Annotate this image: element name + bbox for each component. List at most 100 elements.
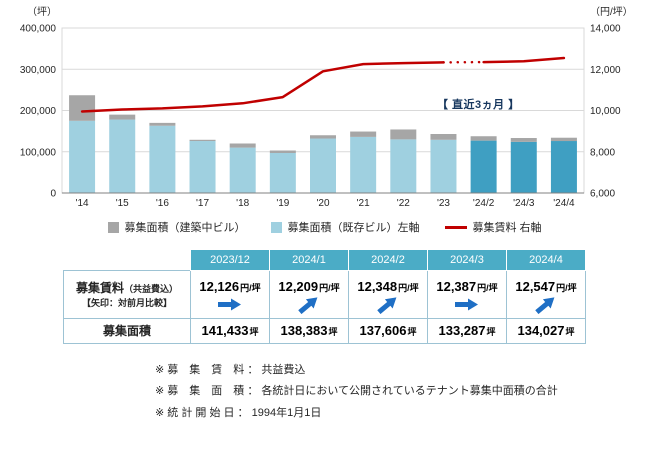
x-axis-label: '17	[196, 198, 209, 209]
left-axis-tick: 0	[50, 189, 56, 200]
footnotes: ※ 募 集 賃 料 ： 共益費込 ※ 募 集 面 積 ： 各統計日において公開さ…	[155, 360, 650, 424]
area-value: 137,606	[359, 323, 407, 338]
bar-construction	[390, 129, 417, 140]
rent-unit: 円/坪	[319, 282, 340, 293]
column-header: 2024/1	[269, 249, 349, 271]
rent-value-cell: 12,547円/坪	[506, 270, 586, 319]
rent-value: 12,209	[278, 278, 319, 294]
right-axis-tick: 10,000	[590, 106, 621, 117]
rent-value: 12,126	[199, 278, 240, 294]
x-axis-label: '20	[316, 198, 329, 209]
rent-label-note: 【矢印：対前月比較】	[81, 297, 172, 308]
legend-item-rent: 募集賃料 右軸	[445, 219, 542, 235]
area-unit: 坪	[486, 327, 496, 337]
bar-existing	[69, 120, 96, 193]
bar-construction	[470, 136, 497, 141]
right-axis-tick: 14,000	[590, 24, 621, 35]
monthly-stats-table: 2023/12 2024/1 2024/2 2024/3 2024/4 募集賃料…	[63, 249, 586, 344]
rent-value-cell: 12,387円/坪	[427, 270, 507, 319]
rent-value: 12,547	[515, 278, 556, 294]
area-unit: 坪	[249, 327, 259, 337]
rent-label-main: 募集賃料	[75, 281, 124, 296]
trend-arrow-icon	[428, 298, 506, 313]
left-axis-unit: （坪）	[27, 5, 57, 18]
footnote: ※ 募 集 面 積 ： 各統計日において公開されているテナント募集中面積の合計	[155, 385, 558, 398]
bar-existing	[229, 147, 256, 193]
left-axis-tick: 400,000	[20, 24, 57, 35]
chart-canvas: 0 6,000 100,000 8,000 200,000 10,000 300,000 12…	[20, 5, 633, 209]
legend-item-existing: 募集面積（既存ビル）左軸	[271, 219, 419, 235]
trend-arrow-icon	[191, 298, 269, 313]
trend-arrow-icon	[507, 296, 585, 314]
red-line-icon	[445, 225, 468, 229]
bar-construction	[269, 150, 296, 153]
x-axis-label: '19	[276, 198, 289, 209]
right-axis-tick: 12,000	[590, 65, 621, 76]
rent-unit: 円/坪	[556, 282, 577, 293]
bar-construction	[69, 95, 96, 121]
bar-construction	[229, 143, 256, 148]
bar-existing	[189, 141, 216, 193]
chart-legend: 募集面積（建築中ビル） 募集面積（既存ビル）左軸 募集賃料 右軸	[0, 217, 650, 237]
legend-item-construction: 募集面積（建築中ビル）	[108, 219, 245, 235]
x-axis-label: '16	[156, 198, 169, 209]
rent-row: 募集賃料（共益費込） 【矢印：対前月比較】 12,126円/坪 12,209円/…	[63, 270, 586, 319]
rent-unit: 円/坪	[398, 282, 419, 293]
column-header: 2024/2	[348, 249, 428, 271]
column-header: 2023/12	[190, 249, 270, 271]
gray-square-icon	[108, 221, 120, 233]
bar-construction	[350, 131, 377, 137]
recent-3months-annotation: 【 直近3ヵ月 】	[437, 99, 520, 111]
bar-existing	[430, 139, 457, 193]
table-corner-cell	[64, 250, 191, 271]
blue-square-icon	[271, 221, 283, 233]
bar-existing	[310, 138, 336, 193]
area-value: 133,287	[438, 323, 486, 338]
rent-value: 12,348	[357, 278, 398, 294]
area-value-cell: 141,433坪	[190, 318, 270, 344]
bar-construction	[109, 114, 136, 120]
x-axis-label: '14	[76, 198, 89, 209]
left-axis-tick: 100,000	[20, 147, 57, 158]
footnote: ※ 統 計 開 始 日 ： 1994年1月1日	[155, 406, 322, 419]
legend-label: 募集面積（建築中ビル）	[124, 222, 246, 234]
area-row-label: 募集面積	[63, 318, 191, 344]
footnote: ※ 募 集 賃 料 ： 共益費込	[155, 364, 306, 376]
x-axis-label: '24/4	[553, 198, 575, 209]
bar-construction	[430, 134, 457, 140]
rent-row-label: 募集賃料（共益費込） 【矢印：対前月比較】	[63, 270, 191, 319]
x-axis-label: '24/3	[513, 198, 535, 209]
trend-arrow-icon	[349, 296, 427, 314]
x-axis-label: '18	[236, 198, 249, 209]
left-axis-tick: 200,000	[20, 106, 57, 117]
area-value-cell: 134,027坪	[506, 318, 586, 344]
right-axis-tick: 8,000	[590, 147, 615, 158]
area-value-cell: 133,287坪	[427, 318, 507, 344]
area-unit: 坪	[565, 327, 575, 337]
trend-arrow-icon	[270, 296, 348, 314]
area-value: 138,383	[280, 323, 328, 338]
area-value: 141,433	[201, 323, 249, 338]
bar-existing	[149, 125, 176, 193]
left-axis-tick: 300,000	[20, 65, 57, 76]
column-header: 2024/4	[506, 249, 586, 271]
area-value-cell: 138,383坪	[269, 318, 349, 344]
rent-area-chart: 0 6,000 100,000 8,000 200,000 10,000 300,000 12…	[0, 0, 650, 215]
bar-construction	[189, 139, 216, 142]
rent-value-cell: 12,348円/坪	[348, 270, 428, 319]
rent-line-solid	[80, 61, 445, 113]
x-axis-label: '15	[116, 198, 129, 209]
right-axis-tick: 6,000	[590, 189, 615, 200]
x-axis-label: '21	[357, 198, 370, 209]
bar-construction	[310, 135, 336, 139]
rent-label-sub: （共益費込）	[124, 284, 179, 295]
bar-existing	[109, 119, 136, 193]
rent-value-cell: 12,209円/坪	[269, 270, 349, 319]
legend-label: 募集賃料 右軸	[472, 222, 542, 234]
bar-existing	[470, 140, 497, 193]
bar-construction	[149, 122, 176, 126]
bar-existing	[390, 139, 417, 193]
rent-unit: 円/坪	[240, 282, 261, 293]
area-row: 募集面積 141,433坪 138,383坪 137,606坪 133,287坪…	[63, 318, 586, 344]
area-unit: 坪	[328, 327, 338, 337]
